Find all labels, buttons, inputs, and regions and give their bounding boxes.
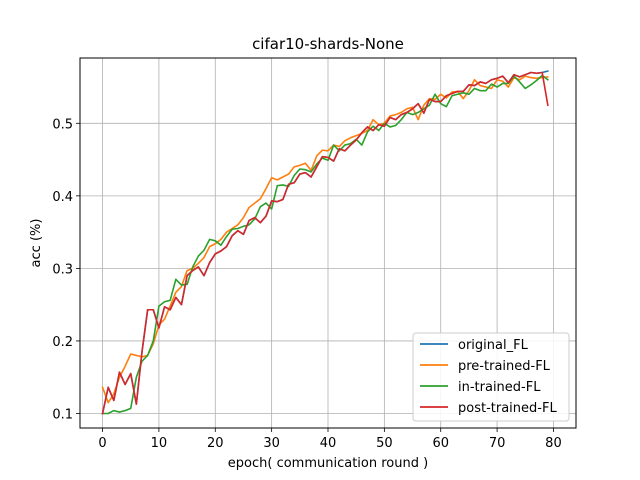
y-tick-label: 0.1 xyxy=(52,407,73,422)
y-tick-label: 0.4 xyxy=(52,190,73,205)
y-tick-label: 0.3 xyxy=(52,262,73,277)
x-tick-label: 20 xyxy=(207,436,224,451)
legend-label: original_FL xyxy=(458,338,529,353)
y-tick-label: 0.5 xyxy=(52,117,73,132)
x-tick-label: 40 xyxy=(320,436,337,451)
x-tick-label: 70 xyxy=(489,436,506,451)
legend-label: pre-trained-FL xyxy=(458,359,551,374)
y-tick-label: 0.2 xyxy=(52,335,73,350)
x-tick-label: 10 xyxy=(151,436,168,451)
x-tick-label: 0 xyxy=(98,436,106,451)
x-tick-label: 80 xyxy=(545,436,562,451)
x-tick-label: 50 xyxy=(376,436,393,451)
legend-label: post-trained-FL xyxy=(458,401,557,416)
legend-label: in-trained-FL xyxy=(458,380,541,395)
x-tick-label: 60 xyxy=(432,436,449,451)
chart-title: cifar10-shards-None xyxy=(252,35,404,53)
legend: original_FL pre-trained-FL in-trained-FL po… xyxy=(413,333,569,421)
y-axis-label: acc (%) xyxy=(29,219,44,268)
x-tick-label: 30 xyxy=(263,436,280,451)
x-axis-label: epoch( communication round ) xyxy=(228,456,428,471)
